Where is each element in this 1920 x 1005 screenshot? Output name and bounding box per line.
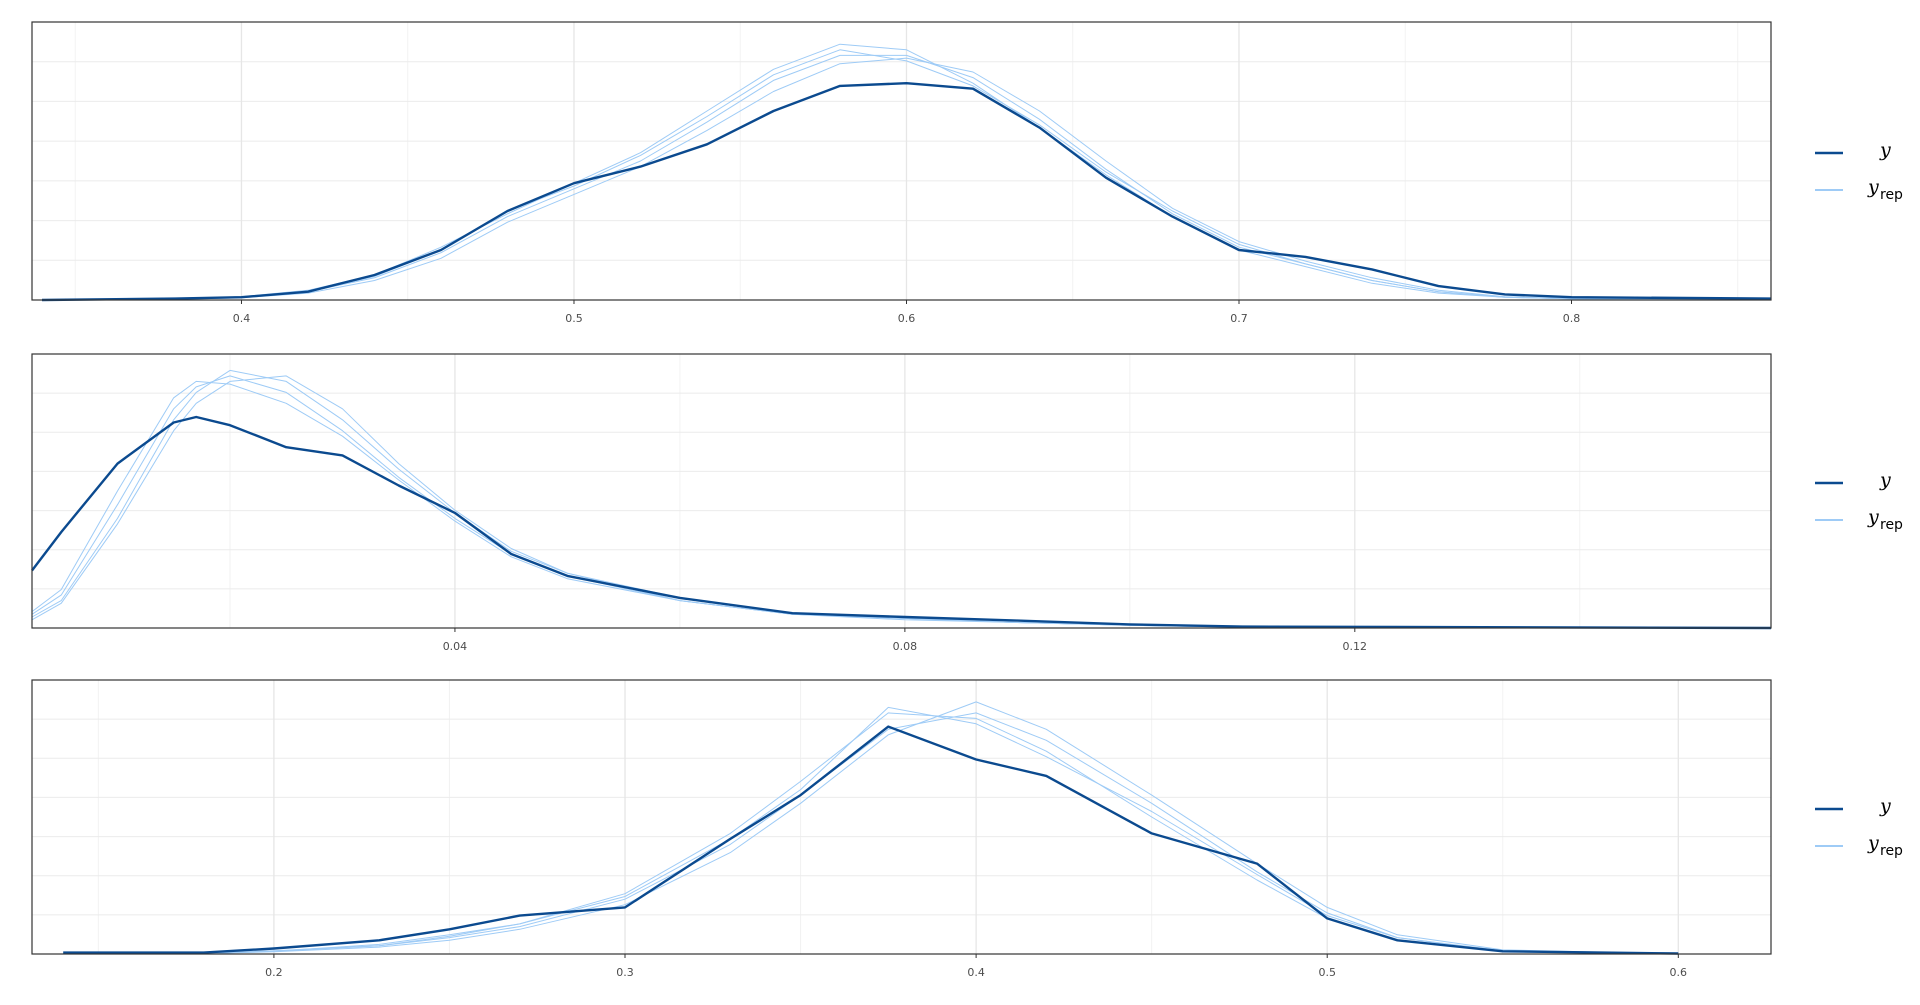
x-tick-label: 0.2 bbox=[265, 966, 283, 979]
density-line bbox=[63, 706, 1679, 955]
density-line bbox=[31, 375, 1772, 629]
legend-label: y bbox=[1879, 795, 1891, 817]
density-line bbox=[31, 380, 1772, 629]
legend-subscript: rep bbox=[1880, 517, 1903, 533]
x-tick-label: 0.8 bbox=[1563, 312, 1581, 325]
x-tick-label: 0.7 bbox=[1230, 312, 1248, 325]
x-tick-label: 0.12 bbox=[1343, 640, 1368, 653]
x-tick-label: 0.5 bbox=[1318, 966, 1336, 979]
x-tick-label: 0.4 bbox=[967, 966, 985, 979]
panel-border bbox=[31, 679, 1772, 955]
x-tick-label: 0.08 bbox=[893, 640, 918, 653]
legend-label: y bbox=[1867, 176, 1879, 198]
panel-border bbox=[31, 353, 1772, 629]
legend-label: y bbox=[1867, 506, 1879, 528]
density-line bbox=[41, 57, 1772, 301]
legend-label: y bbox=[1879, 469, 1891, 491]
legend-label: y bbox=[1879, 139, 1891, 161]
density-line bbox=[31, 369, 1772, 629]
x-tick-label: 0.5 bbox=[565, 312, 583, 325]
density-line bbox=[63, 725, 1679, 955]
density-line bbox=[63, 701, 1679, 955]
x-tick-label: 0.6 bbox=[898, 312, 916, 325]
legend-subscript: rep bbox=[1880, 843, 1903, 859]
legend-subscript: rep bbox=[1880, 187, 1903, 203]
x-tick-label: 0.3 bbox=[616, 966, 634, 979]
density-line bbox=[31, 375, 1772, 629]
x-tick-label: 0.6 bbox=[1670, 966, 1688, 979]
x-tick-label: 0.04 bbox=[443, 640, 468, 653]
panel-border bbox=[31, 21, 1772, 301]
density-line bbox=[31, 415, 1772, 630]
x-tick-label: 0.4 bbox=[233, 312, 251, 325]
density-line bbox=[41, 82, 1772, 302]
legend-label: y bbox=[1867, 832, 1879, 854]
